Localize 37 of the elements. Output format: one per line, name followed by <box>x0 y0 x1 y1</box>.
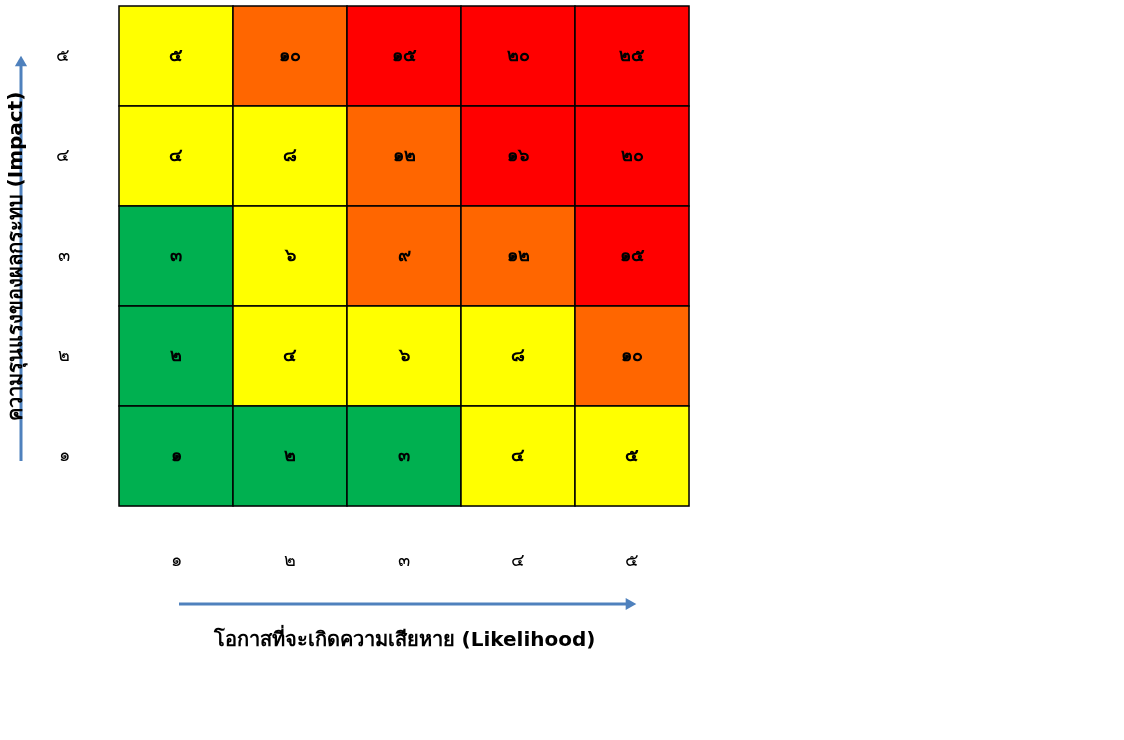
data-label: ๔ <box>169 144 183 165</box>
data-label: ๒๐ <box>506 44 530 65</box>
x-tick-label: ๓ <box>398 548 410 570</box>
data-label: ๑๐ <box>279 44 301 65</box>
y-tick-label: ๑ <box>58 444 70 465</box>
data-label: ๘ <box>511 344 525 365</box>
x-axis-title: โอกาสที่จะเกิดความเสียหาย (Likelihood) <box>212 623 596 651</box>
data-label: ๑๒ <box>392 144 416 165</box>
data-label: ๙ <box>397 244 411 265</box>
data-label: ๘ <box>283 144 297 165</box>
data-label: ๔ <box>511 444 525 465</box>
data-label: ๑๒ <box>506 244 530 265</box>
y-tick-label: ๔ <box>55 144 70 165</box>
data-label: ๑๐ <box>621 344 643 365</box>
x-tick-label: ๒ <box>284 548 296 570</box>
x-tick-label: ๔ <box>511 548 525 570</box>
data-label: ๒๐ <box>620 144 644 165</box>
data-label: ๒๕ <box>619 44 645 65</box>
data-label: ๑๖ <box>507 144 529 165</box>
y-tick-label: ๓ <box>57 244 70 265</box>
y-axis-title: ความรุนแรงของผลกระทบ (Impact) <box>2 91 28 422</box>
data-label: ๒ <box>284 444 296 465</box>
data-label: ๑๕ <box>391 44 417 65</box>
data-label: ๑ <box>170 444 182 465</box>
x-tick-label: ๕ <box>625 548 639 570</box>
data-label: ๓ <box>398 444 410 465</box>
data-label: ๕ <box>625 444 639 465</box>
x-tick-label: ๑ <box>170 548 182 570</box>
data-label: ๓ <box>170 244 182 265</box>
data-label: ๖ <box>283 244 296 265</box>
data-label: ๔ <box>283 344 297 365</box>
data-label: ๑๕ <box>619 244 645 265</box>
y-tick-label: ๕ <box>55 44 70 65</box>
data-label: ๒ <box>170 344 182 365</box>
data-label: ๖ <box>397 344 410 365</box>
data-label: ๕ <box>169 44 183 65</box>
y-tick-label: ๒ <box>57 344 70 365</box>
